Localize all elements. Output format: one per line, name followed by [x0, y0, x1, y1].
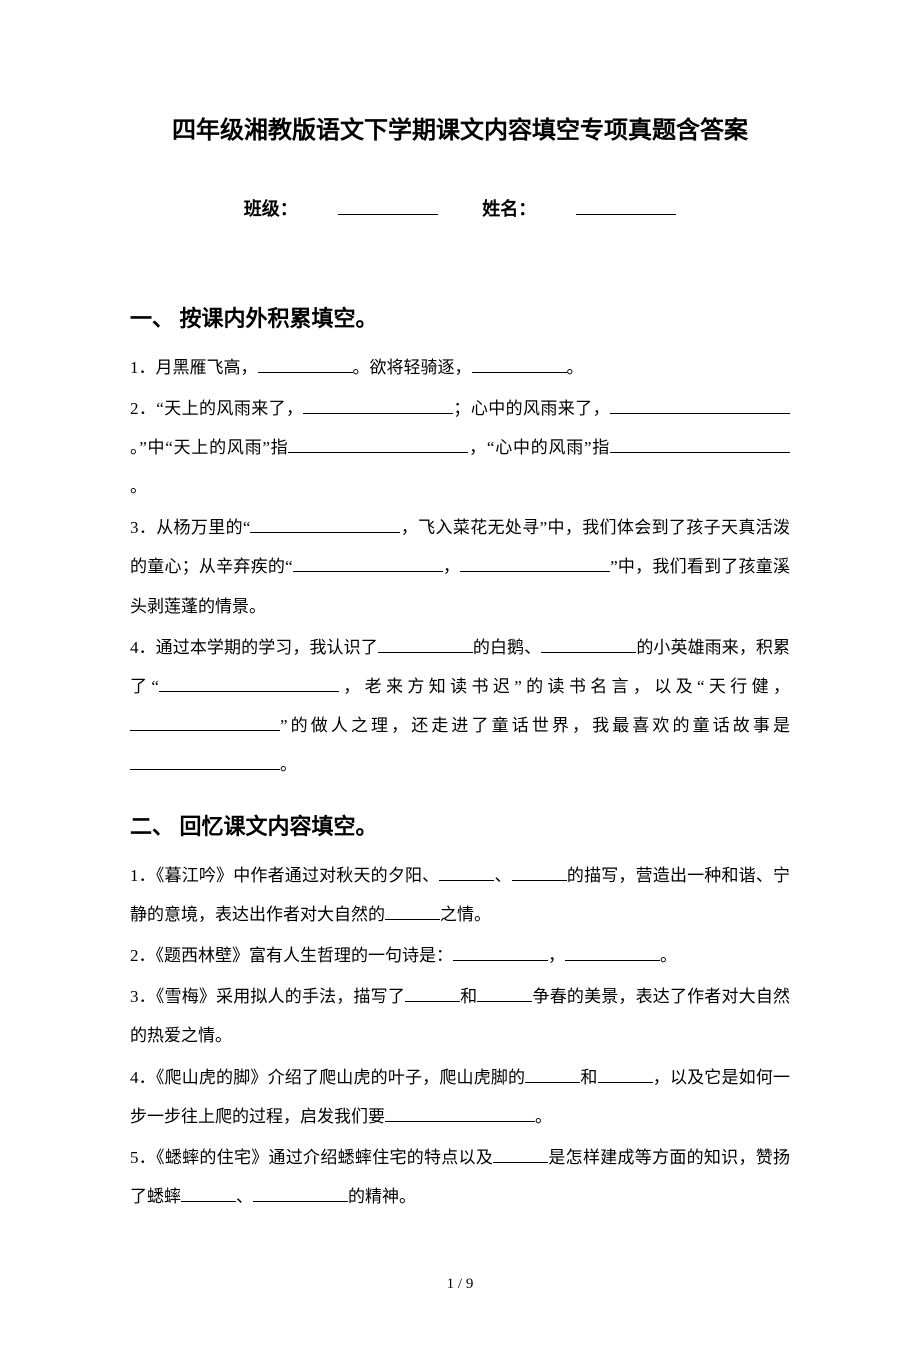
text: ，老来方知读书迟”的读书名言，以及“天行健， — [339, 677, 790, 696]
text: 、 — [494, 866, 511, 885]
s2-q2: 2．《题西林壁》富有人生哲理的一句诗是： ， 。 — [130, 936, 790, 975]
text: 。 — [660, 946, 677, 965]
text: 4．通过本学期的学习，我认识了 — [130, 638, 378, 657]
s2-q3: 3．《雪梅》采用拟人的手法，描写了和争春的美景，表达了作者对大自然的热爱之情。 — [130, 977, 790, 1055]
blank — [130, 714, 280, 731]
blank — [258, 356, 353, 373]
blank — [525, 1066, 580, 1083]
text: 1．月黑雁飞高， — [130, 358, 258, 377]
s1-q3: 3．从杨万里的“，飞入菜花无处寻”中，我们体会到了孩子天真活泼的童心；从辛弃疾的… — [130, 508, 790, 625]
s2-q4: 4．《爬山虎的脚》介绍了爬山虎的叶子，爬山虎脚的和，以及它是如何一步一步往上爬的… — [130, 1058, 790, 1136]
text: 。欲将轻骑逐， — [353, 358, 472, 377]
blank — [512, 864, 567, 881]
text: 。 — [567, 358, 584, 377]
blank — [378, 636, 473, 653]
text: 和 — [580, 1068, 597, 1087]
text: 3．《雪梅》采用拟人的手法，描写了 — [130, 987, 405, 1006]
text: ， — [548, 946, 565, 965]
s2-q1: 1．《暮江吟》中作者通过对秋天的夕阳、、的描写，营造出一种和谐、宁静的意境，表达… — [130, 856, 790, 934]
document-title: 四年级湘教版语文下学期课文内容填空专项真题含答案 — [130, 110, 790, 145]
s1-q4: 4．通过本学期的学习，我认识了的白鹅、的小英雄雨来，积累了“，老来方知读书迟”的… — [130, 628, 790, 784]
text: 2．“天上的风雨来了， — [130, 399, 303, 418]
text: 4．《爬山虎的脚》介绍了爬山虎的叶子，爬山虎脚的 — [130, 1068, 525, 1087]
blank — [405, 985, 460, 1002]
blank — [293, 555, 443, 572]
blank — [159, 675, 339, 692]
blank — [385, 1105, 535, 1122]
s1-q2: 2．“天上的风雨来了， ；心中的风雨来了， 。”中“天上的风雨”指 ，“心中的风雨”指… — [130, 389, 790, 506]
text: 。 — [280, 755, 297, 774]
blank — [288, 436, 468, 453]
text: 1．《暮江吟》中作者通过对秋天的夕阳、 — [130, 866, 439, 885]
text: 5．《蟋蟀的住宅》通过介绍蟋蟀住宅的特点以及 — [130, 1148, 493, 1167]
text: 的精神。 — [348, 1187, 416, 1206]
text: ；心中的风雨来了， — [453, 399, 610, 418]
section1-heading: 一、 按课内外积累填空。 — [130, 301, 790, 333]
blank — [453, 944, 548, 961]
blank — [253, 1185, 348, 1202]
page-number: 1 / 9 — [130, 1276, 790, 1293]
blank — [181, 1185, 236, 1202]
blank — [303, 397, 453, 414]
text: 2．《题西林壁》富有人生哲理的一句诗是： — [130, 946, 453, 965]
blank — [598, 1066, 653, 1083]
blank — [250, 516, 400, 533]
blank — [493, 1146, 548, 1163]
student-info-row: 班级： 姓名： — [130, 195, 790, 221]
text: ”的做人之理，还走进了童话世界，我最喜欢的童话故事是 — [280, 716, 790, 735]
name-label: 姓名： — [482, 199, 536, 219]
s2-q5: 5．《蟋蟀的住宅》通过介绍蟋蟀住宅的特点以及是怎样建成等方面的知识，赞扬了蟋蟀、… — [130, 1138, 790, 1216]
text: 和 — [460, 987, 477, 1006]
blank — [472, 356, 567, 373]
class-label: 班级： — [244, 199, 298, 219]
text: 。 — [535, 1107, 552, 1126]
text: 。”中“天上的风雨”指 — [130, 438, 288, 457]
text: 3．从杨万里的“ — [130, 518, 250, 537]
text: 的白鹅、 — [473, 638, 541, 657]
text: 。 — [130, 477, 147, 496]
blank — [610, 436, 790, 453]
text: ，“心中的风雨”指 — [468, 438, 610, 457]
name-blank — [576, 195, 676, 215]
text: 、 — [236, 1187, 253, 1206]
blank — [565, 944, 660, 961]
class-blank — [338, 195, 438, 215]
s1-q1: 1．月黑雁飞高， 。欲将轻骑逐， 。 — [130, 348, 790, 387]
blank — [439, 864, 494, 881]
blank — [541, 636, 636, 653]
text: 之情。 — [440, 905, 491, 924]
blank — [610, 397, 790, 414]
text: ， — [443, 557, 460, 576]
section2-heading: 二、 回忆课文内容填空。 — [130, 809, 790, 841]
blank — [130, 753, 280, 770]
blank — [477, 985, 532, 1002]
blank — [460, 555, 610, 572]
blank — [385, 903, 440, 920]
